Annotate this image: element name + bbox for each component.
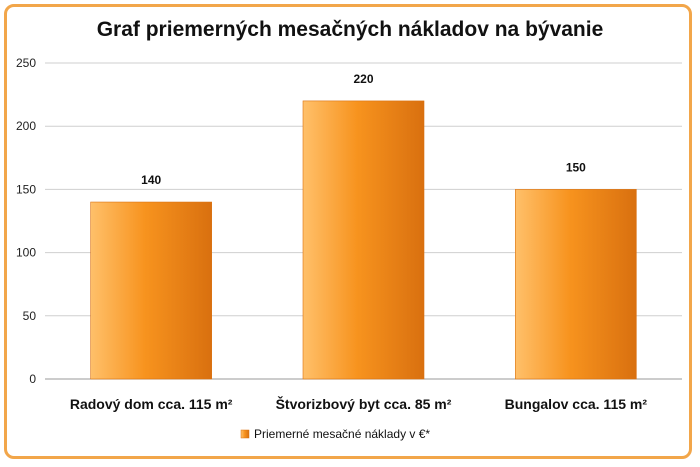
bar <box>515 189 637 380</box>
x-axis: Radový dom cca. 115 m² Štvorizbový byt cc… <box>70 395 648 412</box>
legend: Priemerné mesačné náklady v €* <box>240 427 430 441</box>
y-axis: 0 50 100 150 200 250 <box>16 56 36 386</box>
y-tick-label: 200 <box>16 119 36 133</box>
data-label: 220 <box>353 72 373 86</box>
bars: 140 220 150 <box>90 72 637 380</box>
legend-swatch <box>240 429 250 439</box>
bar <box>302 100 425 380</box>
x-tick-label: Štvorizbový byt cca. 85 m² <box>276 395 452 412</box>
y-tick-label: 250 <box>16 56 36 70</box>
legend-label: Priemerné mesačné náklady v €* <box>254 427 430 441</box>
y-tick-label: 50 <box>23 309 37 323</box>
bar <box>90 201 212 380</box>
y-tick-label: 150 <box>16 182 36 196</box>
data-label: 140 <box>141 173 161 187</box>
y-tick-label: 0 <box>29 372 36 386</box>
chart-title: Graf priemerných mesačných nákladov na b… <box>96 18 604 41</box>
data-label: 150 <box>566 160 586 174</box>
x-tick-label: Bungalov cca. 115 m² <box>505 396 648 412</box>
x-tick-label: Radový dom cca. 115 m² <box>70 396 233 412</box>
y-tick-label: 100 <box>16 246 36 260</box>
